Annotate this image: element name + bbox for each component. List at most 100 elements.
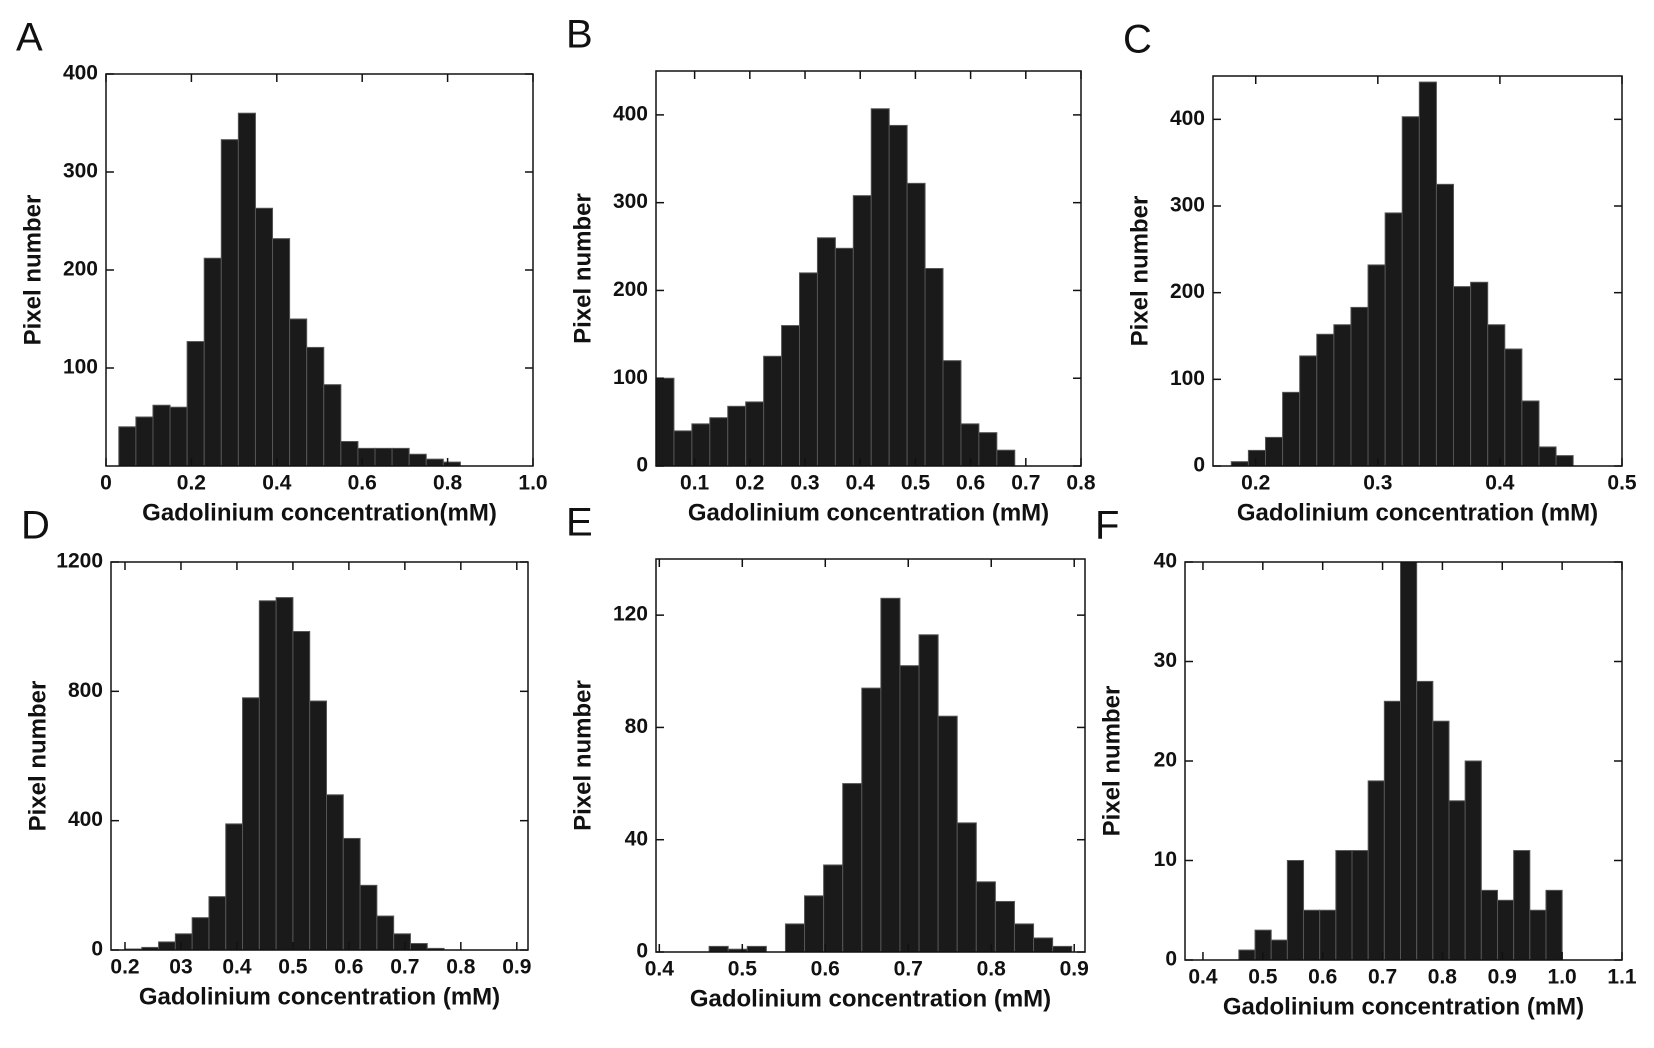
- x-axis-label: Gadolinium concentration (mM): [690, 985, 1051, 1012]
- bar: [1538, 446, 1557, 467]
- y-tick-label: 80: [625, 715, 648, 738]
- bar: [1270, 939, 1288, 961]
- bar: [174, 933, 193, 951]
- bar: [1513, 850, 1531, 961]
- bar: [727, 405, 747, 467]
- bar: [208, 896, 227, 951]
- x-tick-label: 1.0: [1548, 966, 1577, 989]
- x-tick-label: 0.6: [334, 956, 363, 979]
- bar: [799, 272, 818, 467]
- x-tick-label: 03: [169, 956, 192, 979]
- bar: [152, 404, 171, 467]
- bar: [861, 687, 882, 953]
- y-tick-label: 300: [1170, 194, 1205, 217]
- y-tick-label: 400: [1170, 107, 1205, 130]
- bar: [306, 346, 325, 467]
- bar: [673, 430, 693, 467]
- x-tick-label: 1.0: [518, 472, 547, 495]
- bar: [1418, 81, 1437, 467]
- bar: [823, 864, 844, 953]
- bar: [1448, 800, 1466, 961]
- x-tick-label: 0.8: [446, 956, 476, 979]
- bar: [804, 895, 825, 953]
- bar: [834, 247, 854, 467]
- bar: [1416, 680, 1434, 961]
- bar: [342, 837, 361, 951]
- panel-label: D: [21, 504, 50, 548]
- x-tick-label: 0.1: [680, 472, 710, 495]
- bar: [272, 238, 291, 467]
- x-tick-label: 0.7: [894, 958, 923, 981]
- y-tick-label: 200: [63, 258, 98, 281]
- x-axis-label: Gadolinium concentration (mM): [688, 499, 1049, 526]
- bar: [1033, 937, 1054, 953]
- x-tick-label: 0.6: [348, 472, 377, 495]
- x-tick-label: 0: [100, 472, 112, 495]
- y-axis-label: Pixel number: [24, 681, 51, 832]
- x-tick-label: 0.4: [222, 956, 252, 979]
- x-tick-label: 0.6: [1308, 966, 1337, 989]
- bar: [1435, 183, 1455, 467]
- x-tick-label: 0.5: [901, 472, 931, 495]
- x-tick-label: 0.8: [977, 958, 1007, 981]
- x-tick-label: 0.6: [811, 958, 840, 981]
- bar: [942, 360, 962, 467]
- y-tick-label: 1200: [56, 550, 103, 573]
- x-tick-label: 0.2: [110, 956, 139, 979]
- x-axis-label: Gadolinium concentration(mM): [142, 499, 497, 526]
- bar: [1316, 333, 1335, 467]
- bar: [1470, 281, 1489, 467]
- bar: [393, 933, 411, 951]
- bar: [745, 401, 765, 467]
- panel: A 0 0.2 0.4 0.6 0.8 1.0 100 200 300 400 Gadolinium …: [16, 16, 548, 527]
- plot-frame: [655, 558, 1086, 953]
- bar: [1432, 720, 1450, 961]
- x-tick-label: 0.9: [502, 956, 531, 979]
- bar: [309, 700, 327, 951]
- bar: [994, 900, 1015, 953]
- x-tick-label: 0.8: [1428, 966, 1458, 989]
- bar: [135, 416, 154, 467]
- bar: [425, 458, 444, 467]
- y-tick-label: 800: [68, 679, 103, 702]
- y-tick-label: 100: [63, 356, 98, 379]
- plot-frame: [1212, 75, 1623, 467]
- x-tick-label: 0.2: [1241, 472, 1270, 495]
- x-tick-label: 1.1: [1607, 966, 1637, 989]
- bar: [1013, 923, 1035, 953]
- bar: [275, 597, 294, 951]
- x-tick-label: 0.5: [278, 956, 308, 979]
- bar: [1335, 850, 1353, 961]
- bar: [1480, 889, 1498, 961]
- y-tick-label: 100: [1170, 367, 1205, 390]
- x-tick-label: 0.4: [846, 472, 876, 495]
- bar: [1238, 949, 1256, 961]
- panel: B 0.1 0.2 0.3 0.4 0.5 0.6 0.7 0.8 0 100 200 300 400 Ga…: [566, 13, 1096, 527]
- x-tick-label: 0.3: [1363, 472, 1392, 495]
- x-axis-label: Gadolinium concentration (mM): [139, 983, 500, 1010]
- x-tick-label: 0.9: [1060, 958, 1089, 981]
- bar: [1367, 780, 1385, 961]
- bar: [655, 377, 675, 467]
- bar: [1400, 561, 1418, 961]
- x-tick-label: 0.4: [1485, 472, 1515, 495]
- bar: [1529, 909, 1547, 961]
- y-tick-label: 400: [68, 808, 103, 831]
- bar: [1453, 286, 1472, 467]
- bar: [1496, 899, 1515, 961]
- bar: [1351, 850, 1369, 961]
- bar: [978, 432, 998, 467]
- panel-label: F: [1095, 504, 1119, 548]
- y-tick-label: 20: [1154, 749, 1177, 772]
- x-tick-label: 0.7: [1368, 966, 1397, 989]
- y-tick-label: 200: [1170, 280, 1205, 303]
- panel: D 0.2 03 0.4 0.5 0.6 0.7 0.8 0.9 0 400 800 1200 Gadol…: [21, 504, 531, 1011]
- x-axis-label: Gadolinium concentration (mM): [1237, 499, 1598, 526]
- x-tick-label: 0.4: [1188, 966, 1218, 989]
- bar: [899, 665, 920, 953]
- y-tick-label: 30: [1154, 649, 1177, 672]
- bar: [1282, 391, 1301, 467]
- bar: [289, 318, 308, 467]
- bar: [996, 449, 1016, 467]
- bar: [242, 697, 260, 951]
